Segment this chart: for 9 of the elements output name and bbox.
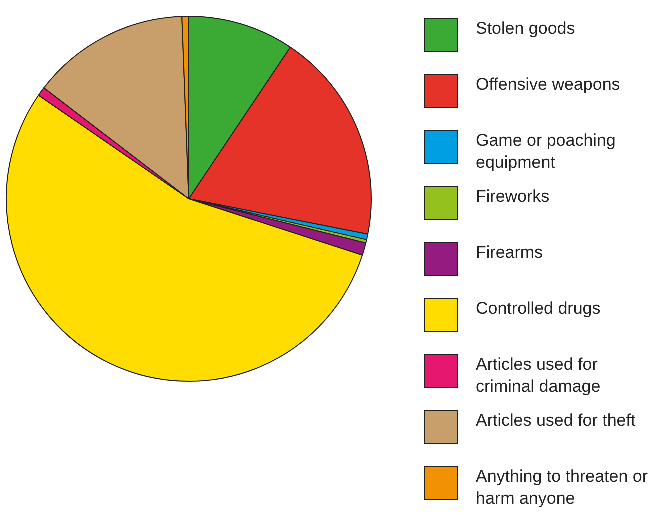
legend-label: Firearms [476, 242, 544, 264]
legend-label: Anything to threaten or harm anyone [476, 466, 650, 510]
legend-label: Game or poaching equipment [476, 130, 617, 174]
legend-label: Articles used for theft [476, 410, 637, 432]
legend-label: Controlled drugs [476, 298, 602, 320]
legend-label: Fireworks [476, 186, 551, 208]
legend-label: Stolen goods [476, 18, 576, 40]
legend-label: Articles used for criminal damage [476, 354, 602, 398]
legend-label: Offensive weapons [476, 74, 622, 96]
